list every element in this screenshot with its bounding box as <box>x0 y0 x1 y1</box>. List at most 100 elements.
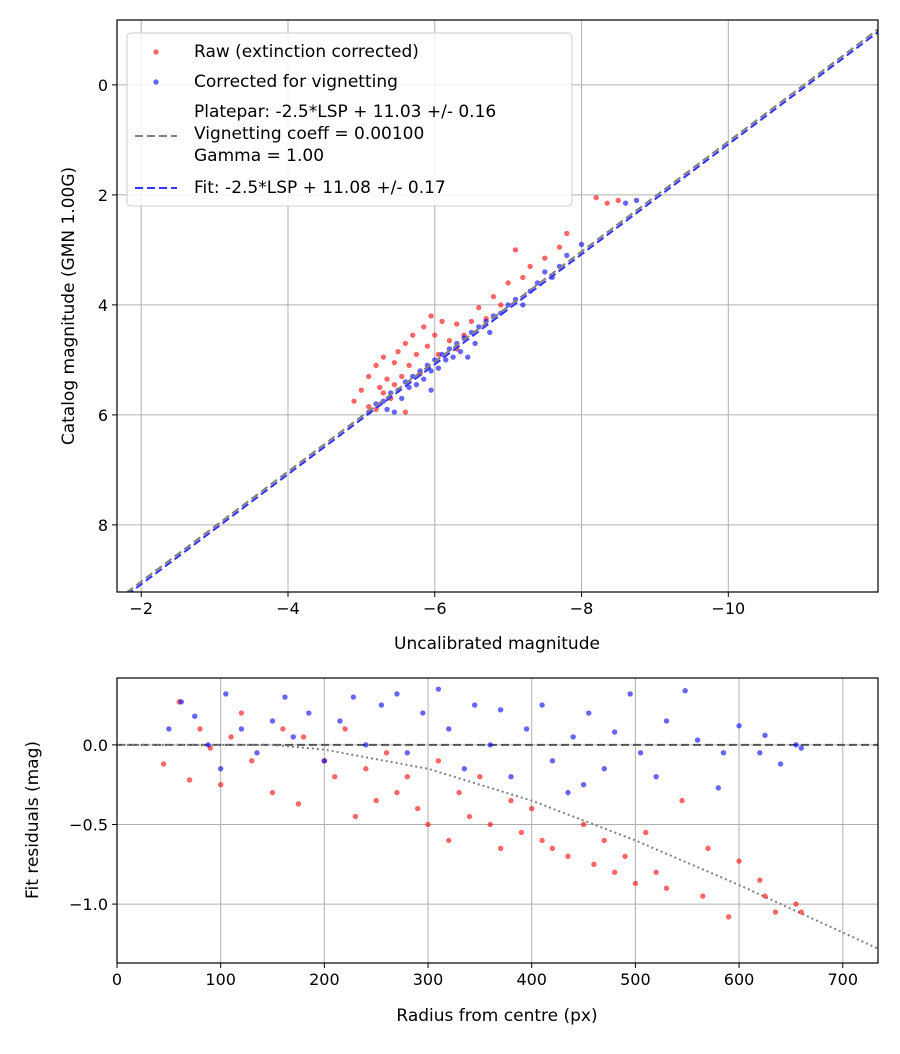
corrected-point <box>380 398 387 404</box>
raw-point <box>529 805 535 812</box>
raw-point <box>564 230 570 237</box>
corrected-point <box>337 718 343 724</box>
x-tick-label: −2 <box>129 599 153 618</box>
corrected-point <box>178 699 184 705</box>
x-tick-label: 0 <box>112 970 122 989</box>
corrected-point <box>384 406 390 413</box>
raw-point <box>269 789 276 796</box>
raw-point <box>542 255 548 261</box>
raw-point <box>632 880 639 887</box>
raw-point <box>762 893 768 899</box>
bottom-y-axis-label: Fit residuals (mag) <box>23 741 43 899</box>
corrected-point <box>443 357 449 363</box>
corrected-point <box>622 200 629 206</box>
corrected-point <box>406 384 412 391</box>
x-tick-label: 600 <box>724 970 755 989</box>
raw-point <box>446 337 453 344</box>
raw-point <box>591 861 597 867</box>
raw-point <box>160 761 167 767</box>
raw-point <box>705 845 711 852</box>
corrected-point <box>611 729 618 735</box>
raw-point <box>394 789 400 796</box>
raw-point <box>366 403 372 410</box>
corrected-point <box>497 707 504 713</box>
x-tick-label: 300 <box>413 970 444 989</box>
corrected-point <box>564 252 570 259</box>
residuals-plot: 0 100 200 300 400 500 600 700 0.0 −0.5 −1.0 <box>69 677 879 989</box>
raw-point <box>527 263 533 270</box>
x-tick-label: −4 <box>276 599 300 618</box>
raw-point <box>435 758 442 764</box>
corrected-point <box>505 302 511 308</box>
legend-raw-label: Raw (extinction corrected) <box>194 42 419 62</box>
raw-point <box>565 853 571 860</box>
corrected-point <box>508 774 514 780</box>
corrected-point <box>682 688 688 694</box>
y-tick-label: −1.0 <box>69 895 108 914</box>
raw-point <box>391 359 398 366</box>
top-x-axis-label: Uncalibrated magnitude <box>394 634 600 654</box>
raw-point <box>539 837 545 844</box>
corrected-point <box>391 409 398 415</box>
corrected-point <box>601 766 607 772</box>
raw-point <box>798 909 804 915</box>
raw-point <box>505 280 511 286</box>
corrected-point <box>223 691 229 697</box>
raw-point <box>653 869 659 875</box>
corrected-point <box>586 710 592 716</box>
corrected-point <box>465 354 471 360</box>
raw-point <box>352 813 359 820</box>
corrected-point <box>428 368 434 374</box>
plot-area <box>117 686 878 950</box>
raw-point <box>593 194 599 201</box>
corrected-point <box>450 354 456 360</box>
raw-point <box>622 853 628 860</box>
raw-point <box>380 390 387 396</box>
raw-point <box>380 354 387 360</box>
y-tick-label: 2 <box>98 186 108 205</box>
raw-point <box>793 901 799 907</box>
corrected-point <box>565 789 571 796</box>
raw-point <box>615 197 621 204</box>
raw-point <box>476 304 482 311</box>
raw-point <box>601 837 607 844</box>
raw-point <box>402 409 409 415</box>
corrected-point <box>757 750 763 756</box>
fit-line <box>129 31 878 592</box>
corrected-point <box>399 395 405 402</box>
raw-point <box>373 797 379 804</box>
corrected-point <box>290 734 296 740</box>
raw-point <box>604 200 610 206</box>
raw-point <box>466 813 473 820</box>
y-tick-label: 4 <box>98 296 108 315</box>
corrected-point <box>413 381 420 388</box>
raw-point <box>512 247 519 253</box>
raw-point <box>332 774 338 780</box>
raw-point <box>468 318 475 325</box>
raw-point <box>643 829 649 836</box>
legend-raw-marker <box>153 49 159 55</box>
raw-point <box>679 797 685 804</box>
raw-point <box>402 340 409 347</box>
corrected-point <box>539 702 545 708</box>
corrected-point <box>762 732 768 739</box>
corrected-point <box>663 718 670 724</box>
legend-platepar-label: Platepar: -2.5*LSP + 11.03 +/- 0.16 <box>194 102 496 122</box>
raw-point <box>556 244 563 250</box>
raw-point <box>518 829 525 836</box>
corrected-point <box>404 750 410 756</box>
corrected-point <box>350 694 357 700</box>
raw-point <box>358 387 365 393</box>
axes-frame <box>116 677 879 964</box>
raw-point <box>399 373 405 380</box>
corrected-point <box>715 785 722 791</box>
corrected-point <box>435 365 442 371</box>
raw-point <box>757 877 763 883</box>
corrected-point <box>254 750 260 756</box>
raw-point <box>197 726 203 732</box>
corrected-point <box>321 758 328 764</box>
raw-point <box>549 845 556 852</box>
raw-point <box>498 302 504 308</box>
raw-point <box>404 774 410 780</box>
raw-point <box>425 821 431 828</box>
